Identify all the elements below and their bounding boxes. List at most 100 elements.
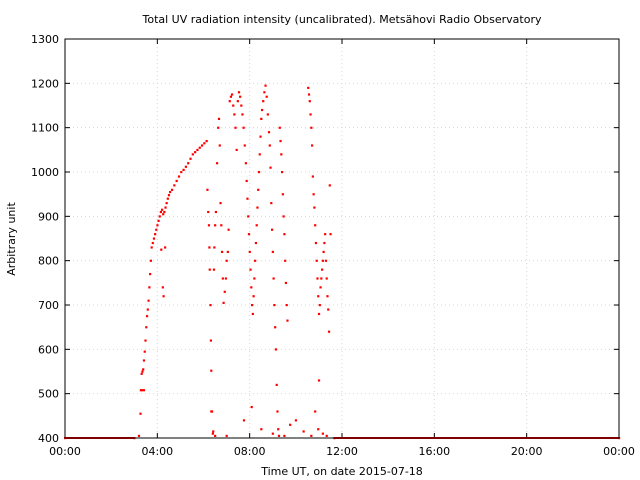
data-point [145, 326, 148, 329]
data-point [177, 175, 181, 178]
data-point [166, 197, 169, 200]
y-tick-label: 1300 [31, 33, 59, 46]
data-point [274, 348, 278, 351]
data-point [270, 228, 274, 231]
data-point [260, 428, 263, 431]
axis-ticks: 400 500 600 700 800 900 1000 1100 1200 1300 00:00 0… [31, 33, 635, 458]
data-point [205, 139, 208, 143]
data-point [173, 184, 176, 187]
data-point [312, 193, 315, 196]
data-point [180, 171, 183, 174]
data-point [313, 206, 316, 209]
data-point [259, 135, 262, 138]
data-point [317, 295, 320, 298]
data-point [307, 93, 311, 96]
data-point [151, 241, 154, 245]
data-point [302, 430, 305, 433]
data-point [279, 139, 282, 143]
data-point [260, 108, 264, 112]
data-point [277, 434, 281, 437]
data-point [314, 410, 317, 413]
data-point [273, 304, 276, 307]
data-point [162, 213, 165, 216]
data-point [242, 126, 245, 129]
y-tick-label: 1000 [31, 166, 59, 179]
data-point [221, 277, 224, 280]
data-point [324, 233, 327, 236]
data-point [271, 432, 274, 435]
x-tick-label: 16:00 [418, 445, 450, 458]
data-point [214, 434, 217, 437]
data-point [247, 233, 251, 236]
data-point [207, 224, 211, 227]
data-point [152, 237, 156, 240]
data-point [317, 379, 321, 382]
data-point [220, 224, 223, 227]
data-point [310, 434, 313, 437]
data-point [162, 295, 165, 298]
data-point [314, 241, 318, 245]
data-point [243, 144, 246, 147]
data-point [209, 304, 212, 307]
data-point [165, 202, 168, 205]
data-point [155, 228, 158, 231]
data-point [278, 126, 281, 129]
data-point [327, 308, 330, 311]
data-point [242, 419, 246, 422]
data-point [281, 193, 284, 196]
data-point [284, 259, 287, 262]
data-point [212, 430, 215, 433]
data-point [191, 153, 194, 156]
data-point [280, 153, 283, 156]
data-point [321, 259, 324, 262]
data-point [285, 304, 288, 307]
data-point [272, 277, 275, 280]
data-point [239, 95, 242, 98]
data-point [325, 434, 328, 437]
data-point [148, 286, 151, 289]
data-point [141, 370, 144, 373]
data-point [274, 326, 277, 329]
data-point [214, 210, 218, 214]
data-point [309, 113, 312, 116]
data-point [160, 208, 164, 211]
data-point [219, 202, 222, 205]
data-point [266, 113, 269, 116]
data-point [137, 434, 141, 437]
data-point [308, 100, 311, 103]
data-point [209, 339, 213, 342]
x-tick-label: 12:00 [326, 445, 358, 458]
y-tick-label: 1200 [31, 77, 59, 90]
data-point [277, 428, 280, 431]
x-tick-label: 08:00 [234, 445, 266, 458]
data-point [318, 304, 321, 307]
data-point [146, 308, 149, 311]
data-point [164, 206, 167, 209]
data-point [144, 339, 147, 342]
data-point [184, 165, 188, 168]
data-point [283, 434, 286, 437]
data-point [140, 372, 143, 375]
y-tick-label: 700 [38, 299, 59, 312]
data-point [265, 95, 268, 98]
data-point [208, 246, 211, 249]
data-point [275, 383, 278, 386]
data-point [322, 250, 325, 253]
data-point [320, 277, 323, 280]
data-point [246, 197, 249, 200]
data-point [200, 144, 204, 147]
data-point [249, 268, 252, 271]
data-point [262, 100, 265, 103]
data-point [314, 224, 317, 227]
data-point [327, 330, 331, 333]
data-point [217, 117, 221, 120]
y-tick-label: 900 [38, 210, 59, 223]
data-point [280, 171, 284, 174]
data-point [250, 304, 254, 307]
data-point [203, 142, 206, 145]
data-point [211, 432, 214, 435]
data-point [326, 295, 329, 298]
data-point [167, 194, 171, 197]
data-point [157, 219, 160, 222]
